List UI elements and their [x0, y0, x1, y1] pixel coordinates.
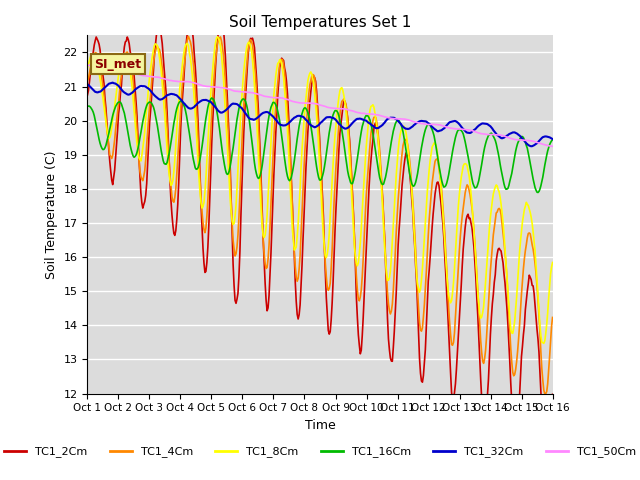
TC1_32Cm [426, 121, 434, 127]
TC1_8Cm [281, 86, 289, 92]
TC1_4Cm [426, 203, 434, 209]
TC1_4Cm [507, 346, 515, 352]
TC1_50Cm [426, 121, 433, 127]
TC1_4Cm [184, 34, 192, 39]
TC1_2Cm [548, 392, 556, 397]
TC1_8Cm [84, 65, 92, 71]
TC1_8Cm [214, 34, 221, 40]
TC1_16Cm [281, 156, 289, 161]
X-axis label: Time: Time [305, 419, 335, 432]
TC1_8Cm [507, 326, 515, 332]
Line: TC1_32Cm: TC1_32Cm [88, 83, 552, 146]
TC1_8Cm [548, 260, 556, 265]
TC1_4Cm [281, 69, 289, 75]
TC1_2Cm [367, 157, 375, 163]
TC1_8Cm [345, 141, 353, 147]
TC1_32Cm [345, 124, 353, 130]
TC1_16Cm [426, 122, 434, 128]
TC1_2Cm [543, 464, 550, 469]
TC1_8Cm [367, 103, 375, 109]
TC1_8Cm [229, 221, 237, 227]
TC1_50Cm [280, 96, 287, 101]
TC1_8Cm [426, 157, 434, 163]
TC1_2Cm [281, 65, 289, 71]
Line: TC1_8Cm: TC1_8Cm [88, 37, 552, 343]
TC1_16Cm [367, 121, 375, 127]
TC1_50Cm [84, 62, 92, 68]
TC1_4Cm [548, 314, 556, 320]
TC1_4Cm [367, 130, 375, 136]
TC1_2Cm [229, 262, 237, 267]
TC1_32Cm [109, 80, 116, 85]
Line: TC1_2Cm: TC1_2Cm [88, 20, 552, 467]
TC1_16Cm [534, 190, 542, 195]
TC1_50Cm [228, 87, 236, 93]
Text: SI_met: SI_met [95, 58, 141, 71]
TC1_16Cm [548, 137, 556, 143]
TC1_16Cm [84, 103, 92, 109]
TC1_4Cm [541, 391, 548, 397]
TC1_50Cm [344, 107, 351, 113]
TC1_32Cm [229, 101, 237, 107]
TC1_8Cm [540, 340, 548, 346]
Line: TC1_16Cm: TC1_16Cm [88, 98, 552, 192]
TC1_32Cm [84, 82, 92, 87]
TC1_4Cm [229, 237, 237, 243]
TC1_50Cm [506, 135, 514, 141]
TC1_16Cm [507, 175, 515, 180]
TC1_2Cm [84, 92, 92, 98]
Y-axis label: Soil Temperature (C): Soil Temperature (C) [45, 150, 58, 279]
TC1_32Cm [548, 136, 556, 142]
Line: TC1_4Cm: TC1_4Cm [88, 36, 552, 394]
TC1_16Cm [229, 145, 237, 151]
TC1_32Cm [507, 131, 515, 136]
TC1_32Cm [527, 144, 535, 149]
TC1_4Cm [84, 78, 92, 84]
Line: TC1_50Cm: TC1_50Cm [88, 65, 552, 146]
TC1_32Cm [281, 122, 289, 128]
Legend: TC1_2Cm, TC1_4Cm, TC1_8Cm, TC1_16Cm, TC1_32Cm, TC1_50Cm: TC1_2Cm, TC1_4Cm, TC1_8Cm, TC1_16Cm, TC1… [0, 442, 640, 462]
TC1_16Cm [208, 95, 216, 101]
TC1_2Cm [426, 253, 434, 259]
TC1_2Cm [186, 17, 193, 23]
TC1_32Cm [367, 121, 375, 127]
Title: Soil Temperatures Set 1: Soil Temperatures Set 1 [229, 15, 411, 30]
TC1_2Cm [345, 127, 353, 132]
TC1_4Cm [345, 126, 353, 132]
TC1_2Cm [507, 381, 515, 387]
TC1_16Cm [345, 173, 353, 179]
TC1_50Cm [548, 144, 556, 149]
TC1_50Cm [366, 111, 374, 117]
